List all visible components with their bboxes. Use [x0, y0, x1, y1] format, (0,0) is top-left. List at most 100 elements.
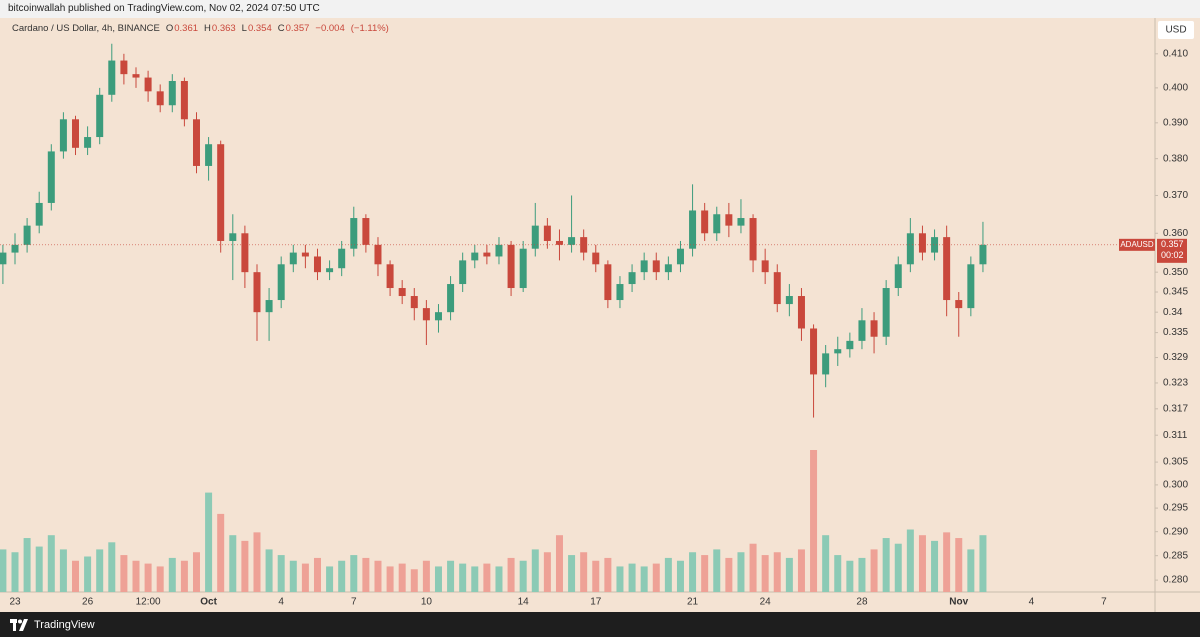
- volume-bar: [447, 560, 455, 592]
- volume-bar: [628, 563, 636, 592]
- candle-body: [689, 210, 697, 249]
- candle-body: [555, 240, 563, 245]
- volume-bar: [543, 552, 551, 592]
- change: −0.004: [315, 23, 345, 34]
- y-tick-label: 0.290: [1163, 526, 1188, 537]
- volume-bar: [71, 560, 79, 592]
- volume-bar: [301, 563, 309, 592]
- y-tick-label: 0.360: [1163, 228, 1188, 239]
- volume-bar: [11, 552, 19, 592]
- candle-body: [797, 296, 805, 329]
- volume-bar: [265, 549, 273, 592]
- price-axis: [1155, 18, 1200, 612]
- currency-box: [1158, 21, 1194, 39]
- candle-body: [338, 248, 346, 269]
- volume-bar: [374, 560, 382, 592]
- candle-body: [543, 225, 551, 241]
- candle-body: [59, 119, 67, 152]
- legend: Cardano / US Dollar, 4h, BINANCE O 0.361 H…: [12, 23, 389, 34]
- volume-bar: [47, 535, 55, 592]
- candle-body: [483, 252, 491, 257]
- volume-bar: [108, 542, 116, 592]
- ohlc-item: O 0.361: [166, 23, 198, 34]
- candle-body: [955, 300, 963, 309]
- volume-bar: [59, 549, 67, 592]
- y-tick-label: 0.311: [1163, 430, 1188, 441]
- y-tick-label: 0.329: [1163, 352, 1188, 363]
- ohlc-item: L 0.354: [242, 23, 272, 34]
- candle-body: [592, 252, 600, 265]
- candle-body: [35, 202, 43, 226]
- volume-bar: [701, 555, 709, 592]
- volume-bar: [882, 538, 890, 592]
- symbol: Cardano / US Dollar, 4h, BINANCE: [12, 23, 160, 34]
- candle-body: [531, 225, 539, 249]
- candle-body: [882, 288, 890, 337]
- candle-body: [434, 312, 442, 321]
- y-tick-label: 0.34: [1163, 307, 1183, 318]
- candle-body: [568, 237, 576, 245]
- volume-bar: [943, 532, 951, 592]
- symbol-tag-text: ADAUSD: [1120, 240, 1154, 249]
- ohlc-value: 0.363: [211, 23, 236, 34]
- candle-body: [108, 60, 116, 95]
- volume-bar: [422, 560, 430, 592]
- candle-body: [495, 244, 503, 257]
- volume-bar: [979, 535, 987, 592]
- x-tick-label: Oct: [200, 597, 217, 608]
- y-tick-label: 0.285: [1163, 550, 1188, 561]
- volume-bar: [640, 566, 648, 592]
- candle-body: [0, 252, 7, 265]
- x-tick-label: 23: [9, 597, 21, 608]
- candle-body: [398, 288, 406, 297]
- volume-bar: [495, 566, 503, 592]
- volume-bar: [713, 549, 721, 592]
- candle-body: [870, 320, 878, 337]
- volume-bar: [761, 555, 769, 592]
- candle-body: [120, 60, 128, 75]
- y-tick-label: 0.345: [1163, 287, 1188, 298]
- candle-body: [846, 340, 854, 350]
- x-tick-label: 10: [421, 597, 433, 608]
- ohlc-key: L: [241, 23, 247, 34]
- volume-bar: [834, 555, 842, 592]
- candle-body: [701, 210, 709, 234]
- volume-bar: [483, 563, 491, 592]
- volume-bar: [519, 560, 527, 592]
- candle-body: [289, 252, 297, 265]
- candle-body: [894, 264, 902, 289]
- volume-bar: [822, 535, 830, 592]
- y-tick-label: 0.300: [1163, 480, 1188, 491]
- ohlc-item: H 0.363: [204, 23, 236, 34]
- candle-body: [713, 214, 721, 234]
- x-tick-label: 21: [687, 597, 699, 608]
- candle-body: [519, 248, 527, 289]
- logo: [10, 618, 28, 631]
- candle-body: [156, 91, 164, 106]
- symbol-tag: [1119, 238, 1155, 251]
- volume-bar: [689, 552, 697, 592]
- volume-bar: [168, 557, 176, 592]
- candle-body: [628, 272, 636, 285]
- candle-body: [301, 252, 309, 257]
- price-tag-countdown: 00:02: [1161, 250, 1184, 260]
- volume-bar: [410, 569, 418, 592]
- candle-body: [313, 256, 321, 273]
- x-tick-label: 17: [590, 597, 602, 608]
- x-tick-label: 4: [1029, 597, 1035, 608]
- volume-bar: [326, 566, 334, 592]
- candle-body: [834, 349, 842, 354]
- volume-bar: [192, 552, 200, 592]
- candle-body: [676, 248, 684, 265]
- candle-body: [447, 284, 455, 313]
- volume-bar: [84, 556, 92, 592]
- candle-body: [749, 218, 757, 261]
- candle-body: [144, 77, 152, 92]
- y-tick-label: 0.350: [1163, 267, 1188, 278]
- volume-bar: [362, 557, 370, 592]
- candle-body: [652, 260, 660, 273]
- volume-bar: [967, 549, 975, 592]
- volume-bar: [313, 557, 321, 592]
- candle-body: [180, 80, 188, 120]
